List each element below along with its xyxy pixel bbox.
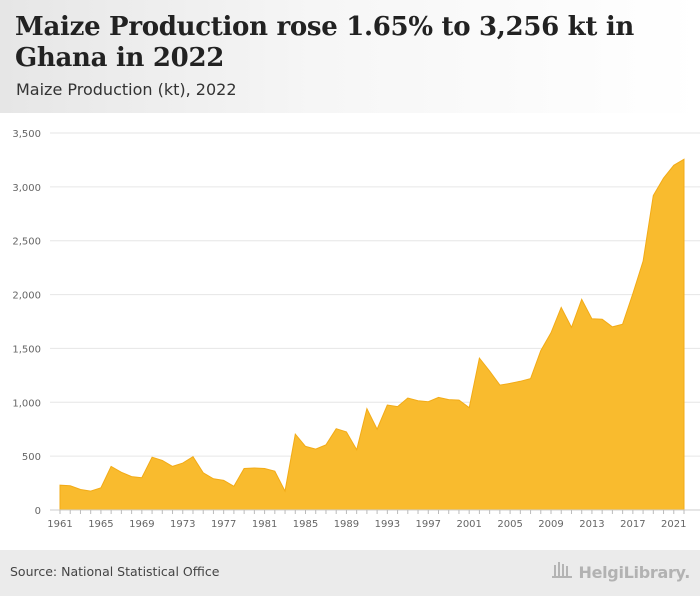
x-tick-label: 2021 <box>661 519 686 530</box>
y-tick-label: 2,500 <box>12 237 41 248</box>
brand-logo[interactable]: HelgiLibrary. <box>552 561 690 583</box>
area-chart: 0 500 1,000 1,500 2,000 2,500 3,000 3,500 1961 19… <box>12 129 700 530</box>
x-tick-label: 2005 <box>497 519 522 530</box>
brand-name: HelgiLibrary. <box>578 562 690 582</box>
chart-panel: 0 500 1,000 1,500 2,000 2,500 3,000 3,500 1961 19… <box>0 113 700 550</box>
grid-lines <box>50 132 700 511</box>
production-area <box>59 158 685 511</box>
x-tick-label: 1985 <box>293 519 318 530</box>
footer: Source: National Statistical Office Helg… <box>0 550 700 596</box>
x-tick-label: 1989 <box>334 519 359 530</box>
chart-title: Maize Production rose 1.65% to 3,256 kt … <box>15 12 635 73</box>
y-tick-label: 1,000 <box>12 398 41 409</box>
y-tick-label: 3,000 <box>12 183 41 194</box>
source-note: Source: National Statistical Office <box>10 564 220 579</box>
x-tick-label: 1969 <box>129 519 154 530</box>
x-tick-label: 1981 <box>252 519 277 530</box>
axes: 0 500 1,000 1,500 2,000 2,500 3,000 3,500 1961 19… <box>12 129 700 530</box>
header-banner: Maize Production rose 1.65% to 3,256 kt … <box>0 0 700 113</box>
chart-subtitle: Maize Production (kt), 2022 <box>16 80 237 99</box>
x-tick-label: 2001 <box>456 519 481 530</box>
x-tick-label: 1965 <box>88 519 113 530</box>
x-tick-label: 2013 <box>579 519 604 530</box>
x-tick-label: 2017 <box>620 519 645 530</box>
y-tick-label: 3,500 <box>12 129 41 140</box>
x-tick-label: 1973 <box>170 519 195 530</box>
y-tick-label: 1,500 <box>12 344 41 355</box>
area-series <box>59 158 685 511</box>
library-building-icon <box>552 561 574 583</box>
y-tick-label: 500 <box>22 452 41 463</box>
y-tick-label: 0 <box>35 506 41 517</box>
y-tick-label: 2,000 <box>12 291 41 302</box>
x-tick-label: 1961 <box>47 519 72 530</box>
x-tick-label: 2009 <box>538 519 563 530</box>
x-tick-label: 1997 <box>416 519 441 530</box>
x-tick-label: 1993 <box>375 519 400 530</box>
x-tick-label: 1977 <box>211 519 236 530</box>
